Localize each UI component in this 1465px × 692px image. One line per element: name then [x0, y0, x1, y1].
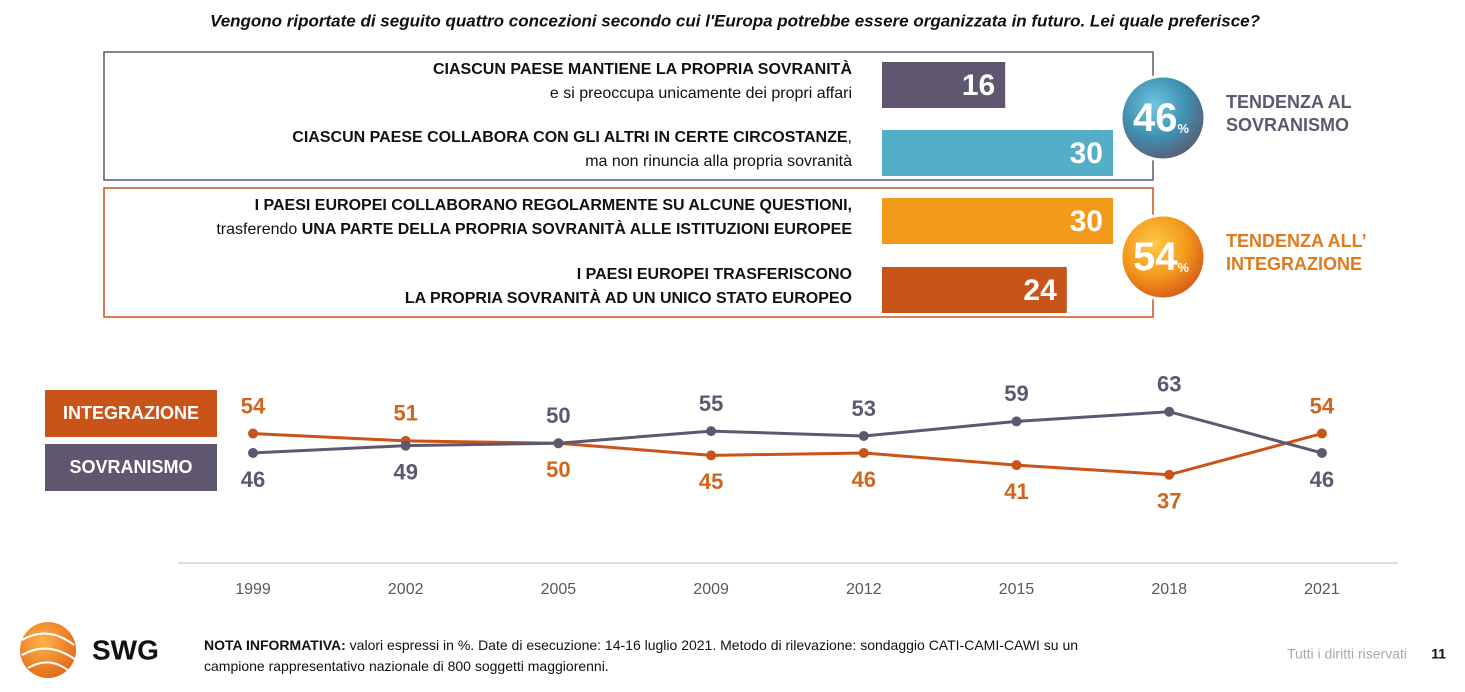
point-label: 37 — [1157, 489, 1181, 514]
point-label: 63 — [1157, 372, 1181, 397]
legend-box — [45, 390, 217, 437]
text-segment: , — [848, 129, 852, 146]
point — [706, 426, 717, 437]
point — [706, 450, 717, 461]
text-line: trasferendo UNA PARTE DELLA PROPRIA SOVR… — [216, 219, 852, 238]
group-value: 46 — [1133, 96, 1178, 140]
point — [1316, 447, 1327, 458]
point-label: 46 — [241, 467, 265, 492]
text-segment: CIASCUN PAESE COLLABORA CON GLI ALTRI IN… — [292, 129, 848, 146]
legend-label: INTEGRAZIONE — [63, 403, 199, 423]
page-number: 11 — [1431, 646, 1446, 662]
point — [553, 438, 564, 449]
x-tick-label: 2018 — [1151, 581, 1187, 598]
bar — [882, 130, 1113, 176]
point-label: 54 — [1310, 393, 1335, 418]
point — [248, 447, 258, 458]
x-tick-label: 2021 — [1304, 581, 1340, 598]
point-label: 50 — [546, 457, 570, 482]
text-line: CIASCUN PAESE COLLABORA CON GLI ALTRI IN… — [292, 129, 852, 146]
point-label: 46 — [1310, 467, 1334, 492]
text-line: e si preoccupa unicamente dei propri aff… — [550, 85, 852, 102]
point — [1011, 460, 1022, 471]
x-tick-label: 2002 — [388, 581, 424, 598]
point-label: 59 — [1004, 381, 1028, 406]
bar — [882, 198, 1113, 244]
text-line: I PAESI EUROPEI TRASFERISCONO — [577, 266, 852, 283]
point-label: 49 — [393, 459, 417, 484]
x-tick-label: 2005 — [541, 581, 577, 598]
point-label: 50 — [546, 403, 570, 428]
text-segment: I PAESI EUROPEI COLLABORANO REGOLARMENTE… — [255, 197, 852, 214]
group-label: TENDENZA AL — [1226, 92, 1352, 112]
point-label: 51 — [393, 401, 417, 426]
x-tick-label: 1999 — [235, 581, 271, 598]
bar-value: 30 — [1070, 205, 1103, 238]
group-label: INTEGRAZIONE — [1226, 254, 1362, 274]
text-line: NOTA INFORMATIVA: valori espressi in %. … — [204, 637, 1078, 653]
group-value-text: 46% — [1133, 96, 1190, 140]
bar-value: 16 — [962, 69, 995, 102]
text-segment: ma non rinuncia alla propria sovranità — [585, 153, 852, 170]
bar-value: 30 — [1070, 137, 1103, 170]
legend-box — [45, 444, 217, 491]
text-line: campione rappresentativo nazionale di 80… — [204, 658, 609, 674]
text-segment: e si preoccupa unicamente dei propri aff… — [550, 85, 852, 102]
title: Vengono riportate di seguito quattro con… — [210, 11, 1261, 30]
bar — [882, 267, 1067, 313]
text-line: CIASCUN PAESE MANTIENE LA PROPRIA SOVRAN… — [433, 59, 852, 78]
text-segment: NOTA INFORMATIVA: — [204, 637, 346, 653]
legend-label: SOVRANISMO — [69, 457, 192, 477]
group-value-text: 54% — [1133, 235, 1190, 279]
point — [248, 428, 258, 439]
point — [1164, 469, 1175, 480]
text-segment: CIASCUN PAESE MANTIENE LA PROPRIA SOVRAN… — [433, 59, 852, 78]
point — [1011, 416, 1022, 427]
point-label: 53 — [852, 396, 876, 421]
x-tick-label: 2015 — [999, 581, 1035, 598]
rights: Tutti i diritti riservati — [1287, 646, 1407, 662]
point-label: 55 — [699, 391, 723, 416]
bar-value: 24 — [1023, 274, 1057, 307]
text-segment: trasferendo — [216, 221, 301, 238]
point — [400, 440, 411, 451]
text-line: I PAESI EUROPEI COLLABORANO REGOLARMENTE… — [255, 197, 852, 214]
group-circle — [1119, 213, 1207, 301]
point-label: 46 — [852, 467, 876, 492]
x-tick-label: 2009 — [693, 581, 729, 598]
series-line — [252, 432, 1323, 477]
point — [858, 430, 869, 441]
group-unit: % — [1177, 121, 1189, 136]
text-line: LA PROPRIA SOVRANITÀ AD UN UNICO STATO E… — [405, 288, 852, 307]
logo-text: SWG — [92, 634, 159, 665]
point-label: 41 — [1004, 479, 1028, 504]
group-unit: % — [1177, 260, 1189, 275]
text-segment: I PAESI EUROPEI TRASFERISCONO — [577, 266, 852, 283]
text-segment: LA PROPRIA SOVRANITÀ AD UN UNICO STATO E… — [405, 288, 852, 307]
bar — [882, 62, 1006, 108]
series-line — [252, 410, 1323, 455]
point — [1164, 406, 1175, 417]
text-line: ma non rinuncia alla propria sovranità — [585, 153, 852, 170]
logo-lines — [21, 632, 77, 673]
point — [1316, 428, 1327, 439]
text-segment: campione rappresentativo nazionale di 80… — [204, 658, 609, 674]
logo: SWG — [20, 622, 159, 678]
text-segment: valori espressi in %. Date di esecuzione… — [346, 637, 1078, 653]
point — [858, 447, 869, 458]
group-label: SOVRANISMO — [1226, 115, 1349, 135]
point-label: 45 — [699, 469, 723, 494]
x-tick-label: 2012 — [846, 581, 882, 598]
group-value: 54 — [1133, 235, 1178, 279]
group-label: TENDENZA ALL’ — [1226, 231, 1367, 251]
point-label: 54 — [241, 393, 266, 418]
group-circle — [1119, 74, 1207, 162]
text-segment: UNA PARTE DELLA PROPRIA SOVRANITÀ ALLE I… — [302, 219, 853, 238]
